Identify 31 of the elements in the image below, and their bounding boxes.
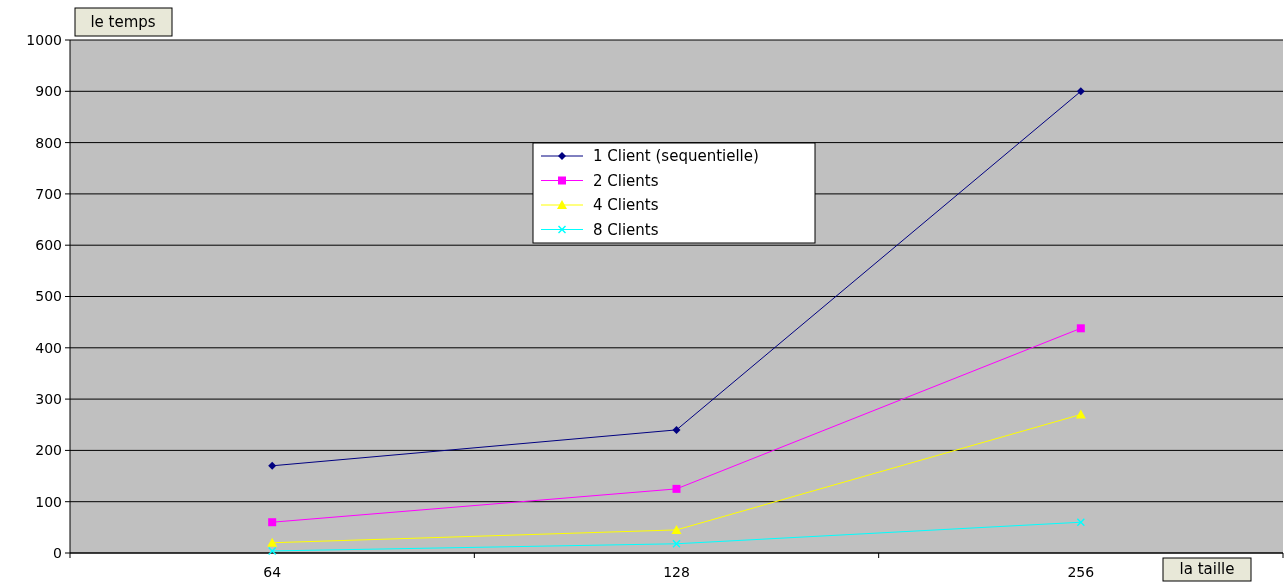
x-tick-label: 64 [263,564,282,580]
point [268,546,277,555]
y-tick-label: 0 [53,544,62,561]
legend-label: 2 Clients [593,171,659,190]
y-tick-label: 700 [35,185,62,202]
point [1076,324,1085,333]
point [671,524,682,534]
point [268,461,277,470]
y-tick-label: 600 [35,237,62,254]
y-tick-label: 100 [35,493,62,510]
y-tick-label: 300 [35,391,62,407]
point [672,425,681,434]
x-tick-label: 256 [1067,564,1095,580]
legend-label: 8 Clients [593,220,659,239]
legend-label: 4 Clients [593,196,659,215]
y-tick-label: 500 [35,288,62,305]
point [268,518,277,527]
legend-label: 1 Client (sequentielle) [593,147,759,166]
point [1076,518,1085,527]
x-tick-label: 128 [663,564,690,580]
y-tick-label: 200 [35,442,62,459]
y-tick-label: 800 [35,134,62,151]
point [1076,87,1085,96]
point [267,537,278,547]
x-axis-title: la taille [1179,560,1235,579]
point [672,484,681,493]
point [672,539,681,548]
y-tick-label: 1000 [26,31,62,48]
y-axis-title: le temps [90,13,156,32]
y-tick-label: 400 [35,339,62,356]
y-tick-label: 900 [35,83,62,100]
